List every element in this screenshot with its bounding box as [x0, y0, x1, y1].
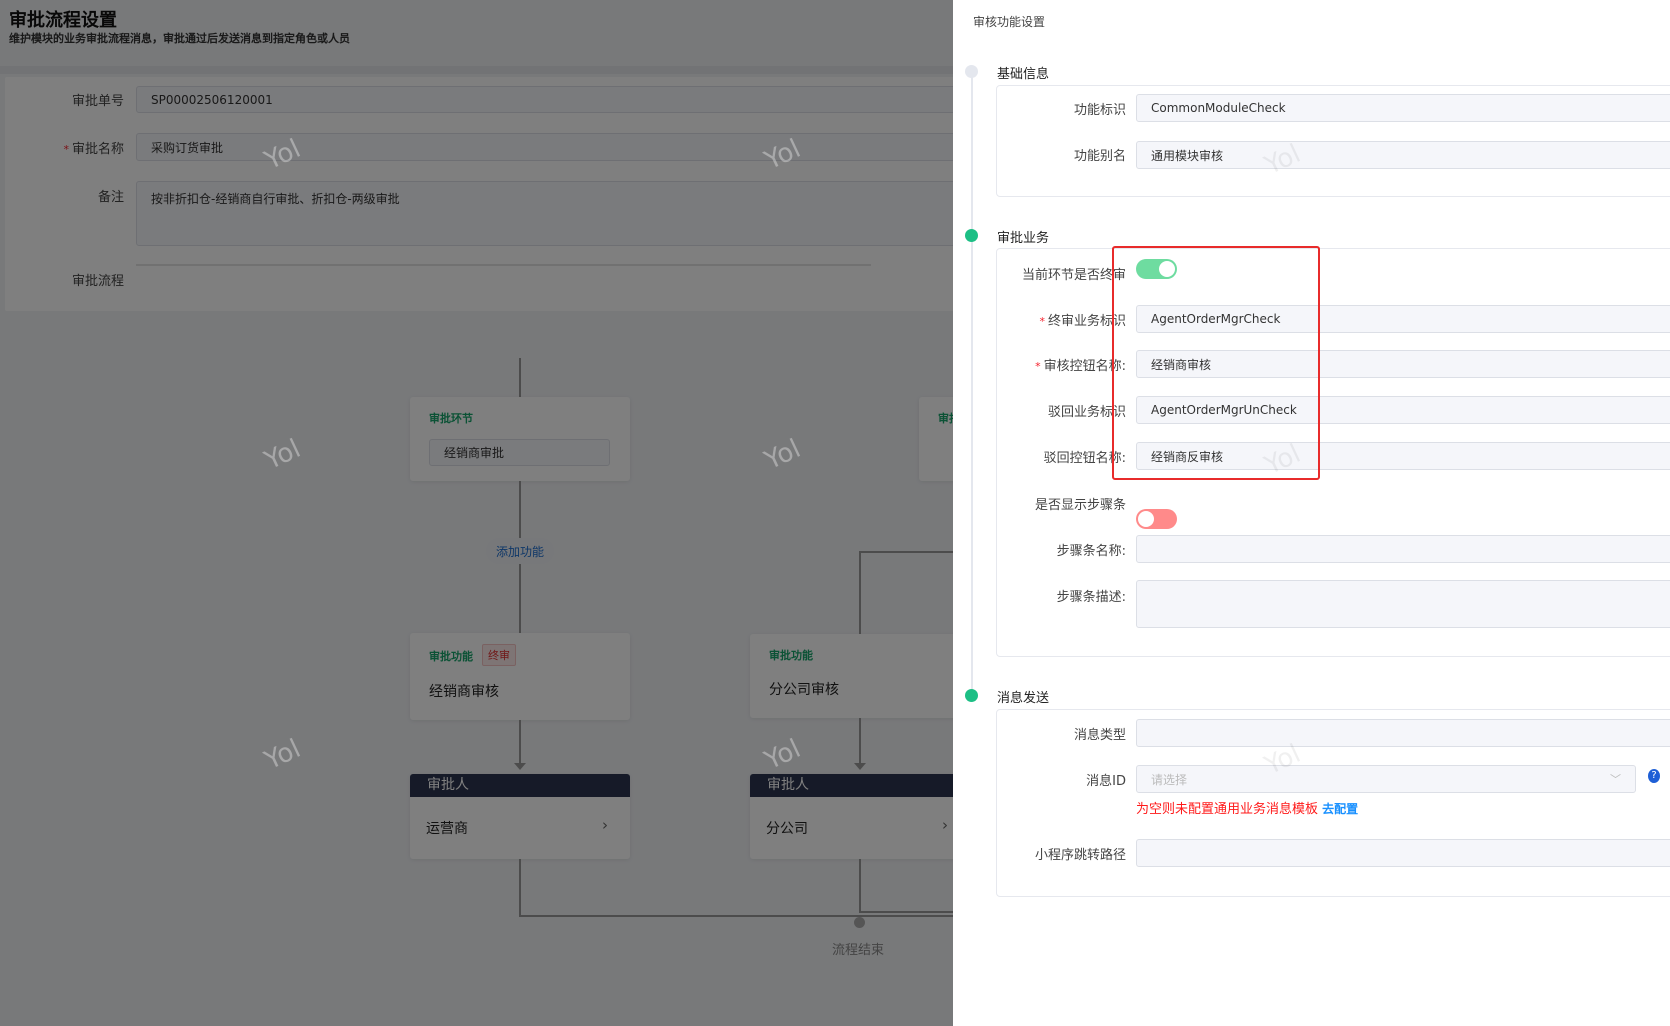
show-steps-toggle[interactable]	[1136, 509, 1177, 529]
field-label: 功能标识	[1073, 103, 1126, 118]
modal-overlay[interactable]	[0, 0, 953, 1026]
timeline-dot-active	[965, 689, 978, 702]
field-label: 小程序跳转路径	[1034, 848, 1126, 863]
highlight-box	[1112, 246, 1320, 480]
field-label: 步骤条名称:	[1056, 544, 1126, 559]
field-label: 消息ID	[1086, 774, 1126, 789]
timeline-line	[971, 71, 973, 696]
chevron-down-icon: ﹀	[1610, 773, 1621, 786]
configure-link[interactable]: 去配置	[1322, 802, 1359, 816]
help-icon[interactable]: ?	[1648, 769, 1660, 783]
reject-button-name-input[interactable]: 经销商反审核	[1136, 442, 1670, 470]
message-hint: 为空则未配置通用业务消息模板 去配置	[1136, 802, 1359, 817]
function-id-input[interactable]: CommonModuleCheck	[1136, 94, 1670, 122]
approve-button-name-input[interactable]: 经销商审核	[1136, 350, 1670, 378]
section-title-business: 审批业务	[997, 231, 1050, 246]
section-title-message: 消息发送	[997, 691, 1050, 706]
field-label: 是否显示步骤条	[1034, 498, 1126, 513]
miniprogram-path-input[interactable]	[1136, 839, 1670, 867]
select-placeholder: 请选择	[1151, 772, 1188, 787]
reject-business-id-input[interactable]: AgentOrderMgrUnCheck	[1136, 396, 1670, 424]
message-id-select[interactable]: 请选择 ﹀	[1136, 765, 1636, 793]
field-label: * 终审业务标识	[1039, 314, 1126, 329]
field-label: 当前环节是否终审	[1021, 268, 1126, 283]
function-settings-drawer: 审核功能设置 基础信息 功能标识 CommonModuleCheck 功能别名 …	[953, 0, 1670, 1026]
field-label: 消息类型	[1073, 728, 1126, 743]
step-name-input[interactable]	[1136, 535, 1670, 563]
step-desc-textarea[interactable]	[1136, 580, 1670, 628]
timeline-dot-active	[965, 229, 978, 242]
section-message	[996, 709, 1670, 897]
section-business	[996, 248, 1670, 657]
field-label: 功能别名	[1073, 149, 1126, 164]
field-label: * 审核控钮名称:	[1035, 359, 1126, 374]
field-label: 步骤条描述:	[1056, 590, 1126, 605]
is-final-toggle[interactable]	[1136, 259, 1177, 279]
drawer-title: 审核功能设置	[973, 15, 1046, 29]
field-label: 驳回业务标识	[1047, 405, 1126, 420]
message-type-input[interactable]	[1136, 719, 1670, 747]
function-alias-input[interactable]: 通用模块审核	[1136, 141, 1670, 169]
section-title-basic: 基础信息	[997, 67, 1050, 82]
timeline-dot-inactive	[965, 65, 978, 78]
section-basic	[996, 85, 1670, 197]
final-business-id-input[interactable]: AgentOrderMgrCheck	[1136, 305, 1670, 333]
field-label: 驳回控钮名称:	[1043, 451, 1126, 466]
